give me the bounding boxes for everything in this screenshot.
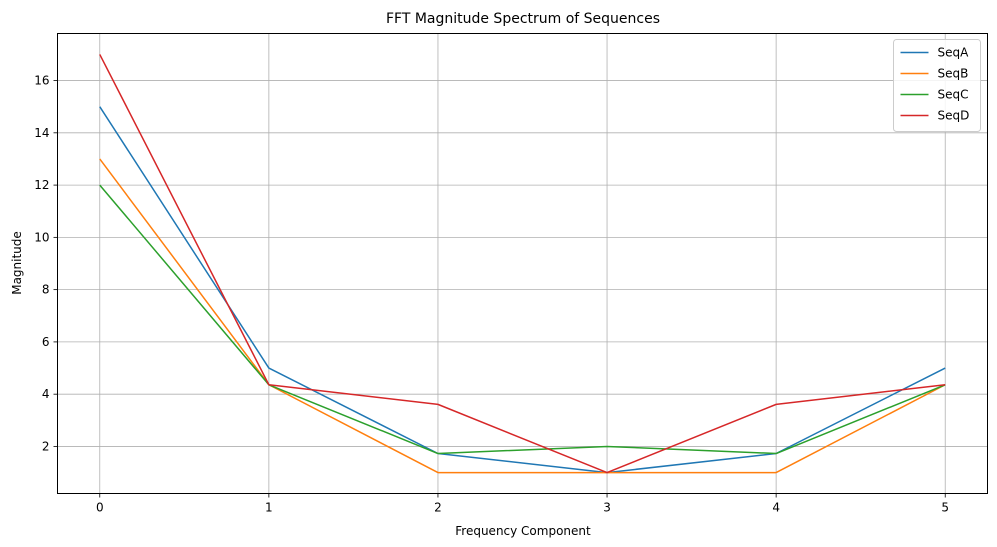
y-tick-label: 6 <box>42 335 50 349</box>
y-axis-label: Magnitude <box>10 231 24 295</box>
series-line-seqb <box>99 158 946 474</box>
series-line-seqa <box>99 106 946 474</box>
series-line-seqd <box>99 54 946 474</box>
x-tick-label: 5 <box>941 501 949 515</box>
x-axis: 0 1 2 3 4 5 <box>96 493 949 515</box>
series-lines <box>99 54 946 474</box>
y-tick-label: 10 <box>34 230 49 244</box>
y-tick-label: 2 <box>42 439 50 453</box>
legend-label: SeqB <box>938 67 969 81</box>
legend-box <box>893 39 981 132</box>
legend-label: SeqD <box>938 109 970 123</box>
x-axis-label: Frequency Component <box>455 524 591 538</box>
x-tick-label: 1 <box>265 501 273 515</box>
y-axis: 2 4 6 8 10 12 14 16 <box>34 74 58 453</box>
y-tick-label: 12 <box>34 178 49 192</box>
y-tick-label: 4 <box>42 387 50 401</box>
legend: SeqA SeqB SeqC SeqD <box>893 39 981 132</box>
plot-frame <box>57 33 988 494</box>
x-tick-label: 3 <box>603 501 611 515</box>
y-tick-label: 14 <box>34 126 49 140</box>
chart-title: FFT Magnitude Spectrum of Sequences <box>386 11 660 27</box>
y-tick-label: 16 <box>34 74 49 88</box>
x-tick-label: 2 <box>434 501 442 515</box>
series-line-seqc <box>99 184 946 455</box>
legend-label: SeqC <box>938 88 969 102</box>
y-tick-label: 8 <box>42 283 50 297</box>
legend-label: SeqA <box>938 46 970 60</box>
x-tick-label: 0 <box>96 501 104 515</box>
x-tick-label: 4 <box>772 501 780 515</box>
